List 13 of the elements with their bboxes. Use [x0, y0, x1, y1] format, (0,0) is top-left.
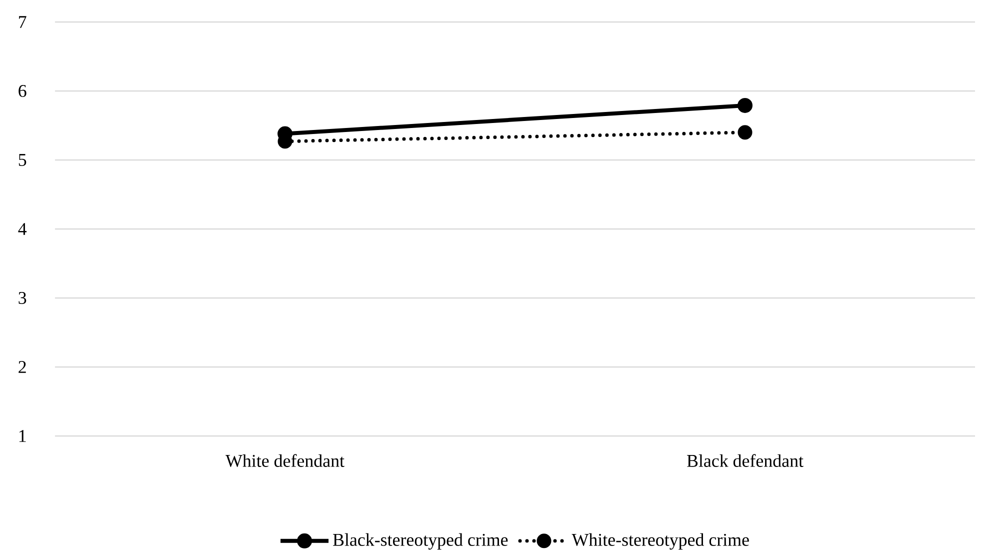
y-tick-label: 7: [19, 16, 26, 28]
y-tick-label: 2: [18, 361, 26, 373]
x-tick-label: Black defendant: [687, 454, 804, 467]
y-tick-label: 3: [18, 292, 26, 304]
legend-label: White-stereotyped crime: [572, 533, 749, 550]
y-tick-label: 6: [18, 84, 26, 98]
point: [738, 98, 753, 113]
y-tick-label: 1: [19, 430, 26, 442]
legend-label: Black-stereotyped crime: [333, 533, 508, 550]
y-tick-label: 4: [18, 223, 27, 235]
x-tick-label: White defendant: [226, 454, 344, 468]
y-tick-label: 5: [18, 154, 26, 166]
point: [738, 125, 752, 140]
